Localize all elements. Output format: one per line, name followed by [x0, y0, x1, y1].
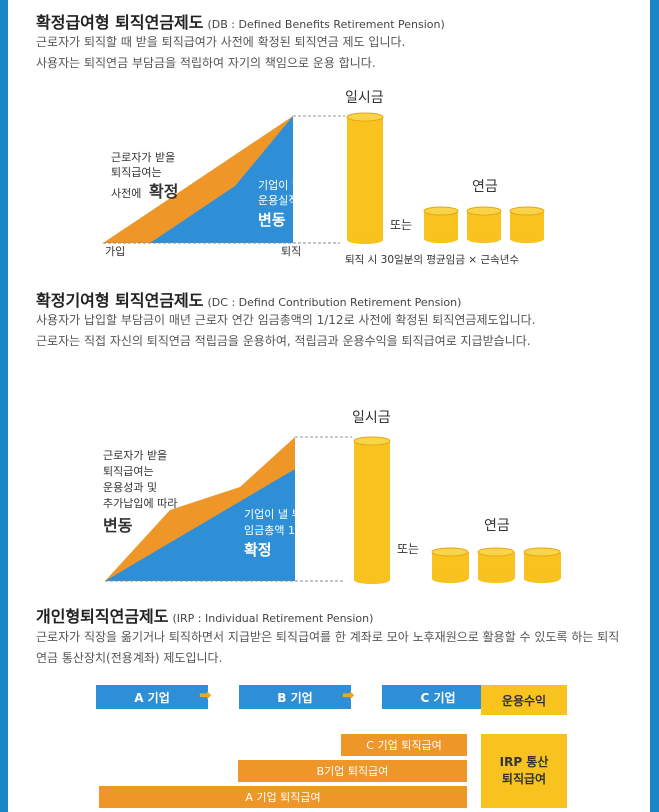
irp-company-a: A 기업 — [96, 685, 208, 709]
dc-employer-area — [105, 469, 295, 581]
dc-label-line2: 퇴직급여는 — [103, 465, 154, 478]
db-annuity-coin-3 — [509, 206, 545, 243]
page-frame-left — [0, 0, 8, 812]
db-description: 근로자가 퇴직할 때 받을 퇴직급여가 사전에 확정된 퇴직연금 제도 입니다.… — [36, 32, 624, 73]
dc-lump-sum-stack — [354, 441, 390, 580]
db-x-start: 가입 — [105, 245, 125, 258]
db-company-line1: 기업이 낼 부담금은 — [258, 179, 346, 192]
irp-title-text: 개인형퇴직연금제도 — [36, 607, 169, 626]
db-label-line1: 근로자가 받을 — [111, 151, 175, 164]
db-annuity-coin-1 — [423, 206, 459, 243]
db-label-prefix: 사전에 — [111, 187, 141, 200]
db-formula: 퇴직 시 30일분의 평균임금 × 근속년수 — [345, 253, 519, 266]
dc-label-variable: 변동 — [103, 516, 133, 535]
irp-total-line1: IRP 통산 — [499, 755, 549, 769]
db-label-fixed: 확정 — [149, 182, 178, 201]
irp-subtitle: (IRP : Individual Retirement Pension) — [172, 612, 374, 625]
db-company-line2: 운용실적에 따라 — [258, 194, 332, 207]
dc-label-line1: 근로자가 받을 — [103, 449, 167, 462]
dc-label-line4: 추가납입에 따라 — [103, 497, 177, 510]
db-label-line2: 퇴직급여는 — [111, 166, 162, 179]
dc-lump-sum-label: 일시금 — [352, 410, 391, 426]
irp-total-box: IRP 통산 퇴직급여 — [481, 734, 567, 808]
dc-annuity-label: 연금 — [484, 518, 510, 534]
irp-bar-company-b: B기업 퇴직급여 — [238, 760, 467, 782]
db-annuity-label: 연금 — [472, 179, 498, 195]
arrow-right-icon: ➡ — [342, 686, 355, 704]
db-desc-line2: 사용자는 퇴직연금 부담금을 적립하여 자기의 책임으로 운용 합니다. — [36, 55, 376, 70]
db-desc-line1: 근로자가 퇴직할 때 받을 퇴직급여가 사전에 확정된 퇴직연금 제도 입니다. — [36, 35, 406, 49]
irp-company-b: B 기업 — [239, 685, 351, 709]
db-employer-area — [150, 116, 293, 243]
db-lump-sum-label: 일시금 — [345, 90, 384, 106]
dc-title: 확정기여형 퇴직연금제도 (DC : Defind Contribution Re… — [36, 287, 461, 311]
db-title: 확정급여형 퇴직연금제도 (DB : Defined Benefits Retir… — [36, 9, 445, 33]
dc-company-line1: 기업이 낼 부담금은 — [244, 508, 332, 521]
arrow-right-icon: ➡ — [199, 686, 212, 704]
dc-annuity-coin-3 — [523, 547, 561, 583]
dc-company-line2: 임금총액 1/12 — [244, 524, 313, 537]
dc-annuity-coin-1 — [431, 547, 469, 583]
db-lump-sum-stack — [347, 117, 383, 240]
dc-company-fixed: 확정 — [244, 541, 272, 559]
dc-desc-line1: 사용자가 납입할 부담금이 매년 근로자 연간 임금총액의 1/12로 사전에 … — [36, 313, 536, 327]
page-frame-right — [650, 0, 659, 812]
db-company-variable: 변동 — [258, 211, 286, 229]
irp-investment-return: 운용수익 — [481, 685, 567, 715]
dc-desc-line2: 근로자는 직접 자신의 퇴직연금 적립금을 운용하여, 적립금과 운용수익을 퇴… — [36, 333, 531, 348]
irp-title: 개인형퇴직연금제도 (IRP : Individual Retirement Pe… — [36, 603, 373, 627]
dc-annuity-coin-2 — [477, 547, 515, 583]
dc-subtitle: (DC : Defind Contribution Retirement Pen… — [207, 296, 462, 309]
dc-title-text: 확정기여형 퇴직연금제도 — [36, 291, 204, 310]
irp-bar-company-c: C 기업 퇴직급여 — [341, 734, 467, 756]
db-x-end: 퇴직 — [281, 245, 301, 258]
db-or-label: 또는 — [390, 218, 412, 232]
irp-bar-company-a: A 기업 퇴직급여 — [99, 786, 467, 808]
db-diagram: 근로자가 받을 퇴직급여는 사전에 확정 기업이 낼 부담금은 운용실적에 따라… — [103, 90, 545, 266]
dc-diagram: 근로자가 받을 퇴직급여는 운용성과 및 추가납입에 따라 변동 기업이 낼 부… — [103, 410, 561, 584]
irp-total-line2: 퇴직급여 — [501, 772, 547, 786]
dc-or-label: 또는 — [397, 542, 419, 556]
irp-company-c: C 기업 — [382, 685, 494, 709]
db-annuity-coin-2 — [466, 206, 502, 243]
dc-label-line3: 운용성과 및 — [103, 481, 157, 494]
irp-description: 근로자가 직장을 옮기거나 퇴직하면서 지급받은 퇴직급여를 한 계좌로 모아 … — [36, 630, 620, 665]
db-title-text: 확정급여형 퇴직연금제도 — [36, 13, 204, 32]
dc-description: 사용자가 납입할 부담금이 매년 근로자 연간 임금총액의 1/12로 사전에 … — [36, 310, 624, 351]
db-subtitle: (DB : Defined Benefits Retirement Pensio… — [207, 18, 445, 31]
